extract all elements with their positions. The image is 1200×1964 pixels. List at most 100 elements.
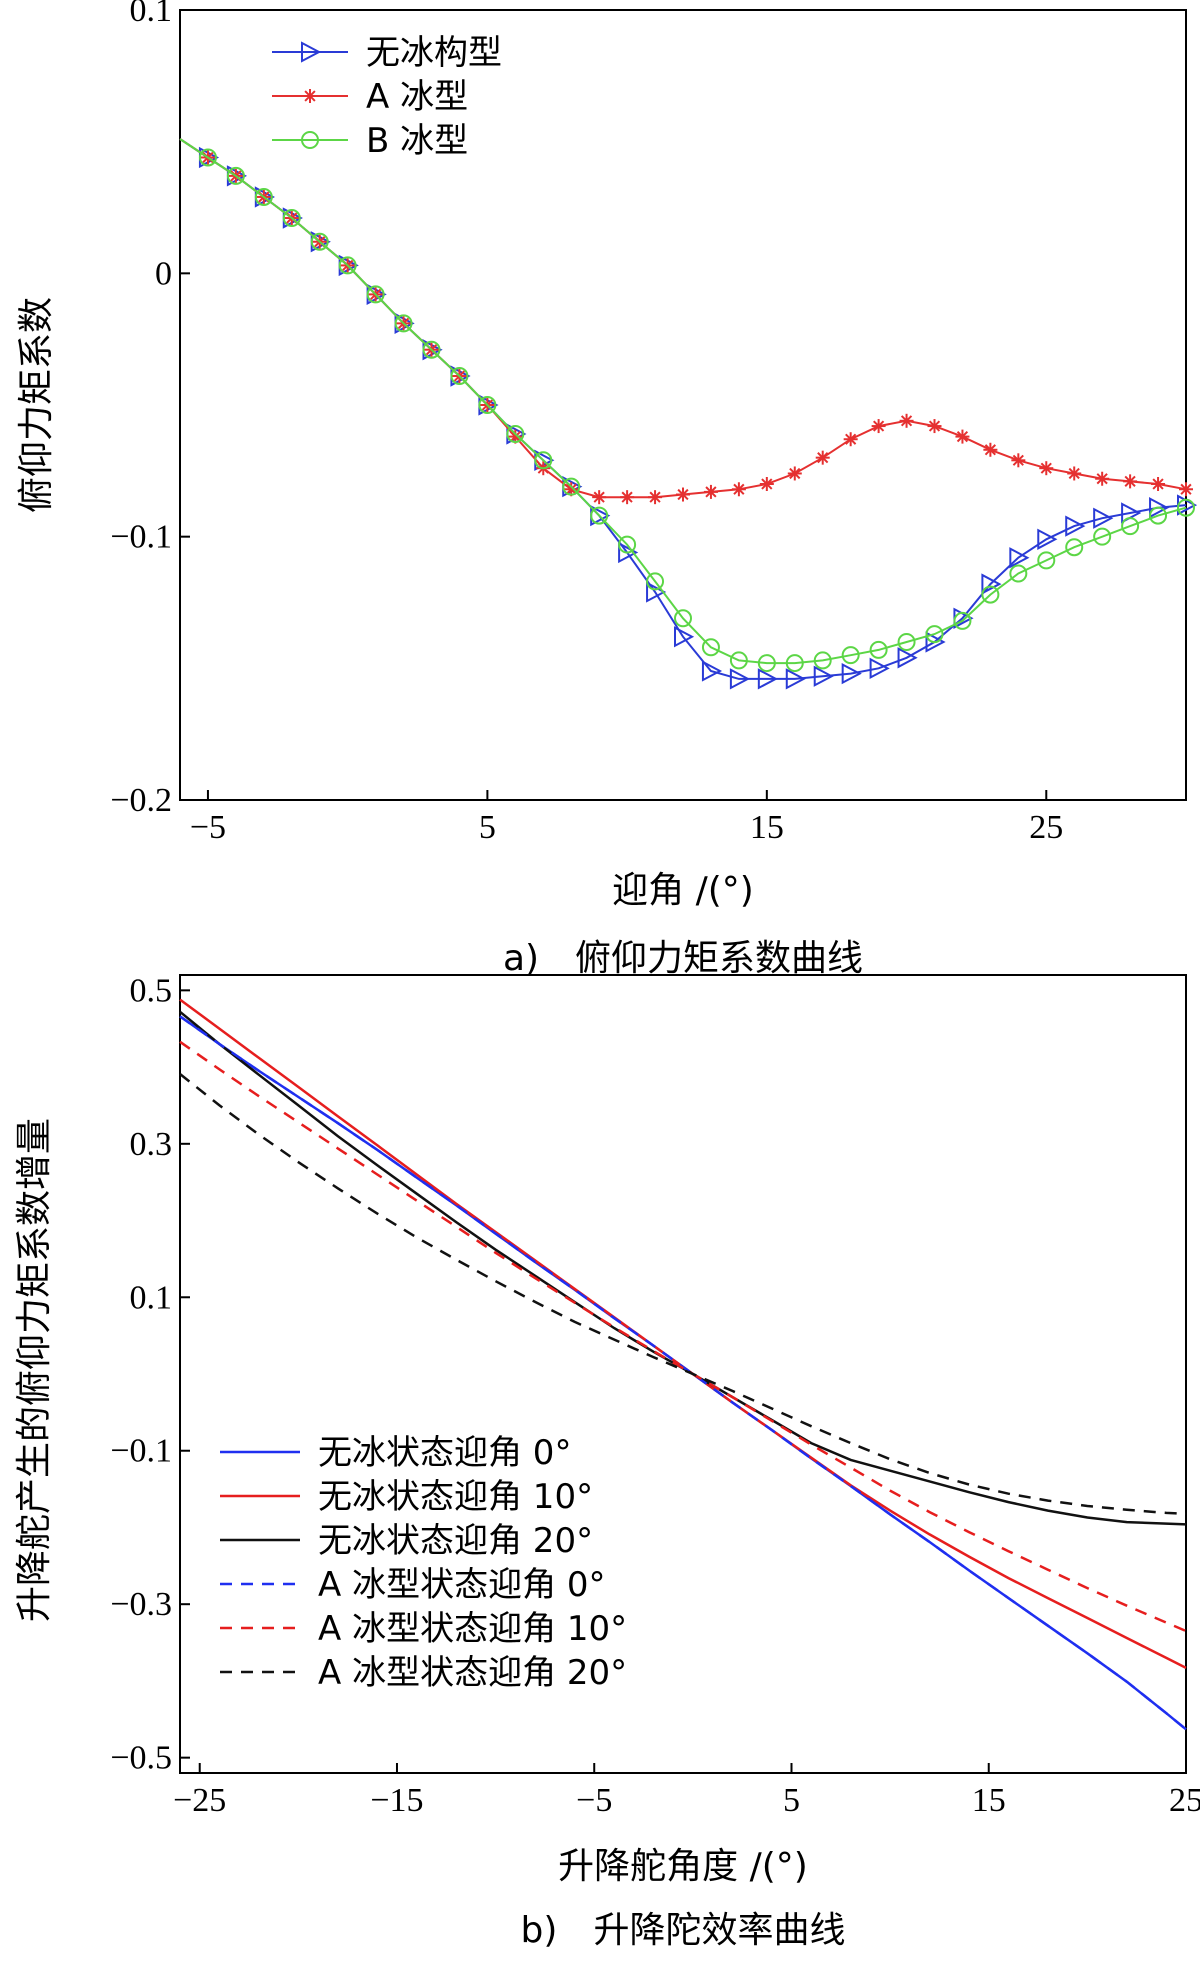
data-point: [953, 611, 972, 630]
data-point: [1009, 547, 1030, 569]
data-point: [394, 314, 413, 333]
data-point: [478, 396, 497, 414]
data-point: [785, 668, 806, 690]
legend-label: A 冰型状态迎角 0°: [318, 1565, 606, 1605]
data-point: [562, 477, 581, 496]
data-point: [1037, 551, 1056, 570]
chart-a-series: [179, 138, 1198, 690]
data-point: [618, 535, 637, 554]
data-point: [759, 477, 774, 491]
data-point: [648, 490, 663, 505]
legend-marker: [301, 131, 319, 149]
legend-marker: [303, 89, 317, 103]
legend-entry: 无冰状态迎角 10°: [220, 1477, 593, 1517]
data-point: [703, 484, 718, 499]
chart-b-plot-area: [179, 974, 1187, 1774]
data-point: [925, 631, 946, 653]
series-2: [179, 138, 1193, 505]
data-point: [592, 490, 607, 505]
legend-label: A 冰型状态迎角 10°: [318, 1609, 627, 1649]
y-tick-label: −0.3: [110, 1586, 172, 1623]
legend-entry: 无冰状态迎角 0°: [220, 1433, 571, 1473]
data-point: [674, 626, 695, 648]
y-tick-label: 0.3: [130, 1126, 173, 1163]
chart-b-xlabel: 升降舵角度 /(°): [558, 1846, 808, 1887]
data-point: [757, 654, 776, 673]
x-tick-label: 15: [972, 1782, 1006, 1819]
x-tick-label: 5: [479, 809, 496, 846]
data-point: [1093, 527, 1112, 546]
data-point: [226, 166, 245, 185]
data-point: [925, 625, 944, 644]
data-point: [646, 572, 665, 591]
chart-a-caption: a) 俯仰力矩系数曲线: [503, 938, 863, 979]
data-point: [534, 451, 553, 470]
chart-b-legend: 无冰状态迎角 0°无冰状态迎角 10°无冰状态迎角 20°A 冰型状态迎角 0°…: [220, 1433, 627, 1693]
legend-entry: A 冰型状态迎角 10°: [220, 1609, 627, 1649]
data-point: [590, 506, 609, 525]
data-point: [729, 668, 751, 690]
data-point: [785, 654, 804, 673]
data-point: [282, 209, 301, 228]
series-6-line: [179, 1073, 1187, 1515]
data-point: [1121, 517, 1140, 536]
data-point: [1123, 474, 1138, 489]
data-point: [787, 466, 802, 481]
series-line: [179, 138, 1187, 665]
y-tick-label: −0.5: [110, 1740, 172, 1777]
data-point: [869, 657, 890, 679]
data-point: [981, 573, 1002, 595]
x-tick-label: 25: [1029, 809, 1063, 846]
data-point: [674, 609, 692, 628]
chart-a-xlabel: 迎角 /(°): [612, 870, 754, 911]
legend-entry: A 冰型状态迎角 0°: [220, 1565, 606, 1605]
legend-label: 无冰状态迎角 20°: [318, 1521, 593, 1561]
data-point: [450, 367, 469, 386]
data-point: [897, 647, 918, 669]
data-point: [871, 419, 886, 434]
data-point: [729, 651, 748, 670]
series-line: [179, 138, 1187, 680]
chart-a-plot-area: [179, 9, 1187, 801]
legend-label: 无冰状态迎角 10°: [318, 1477, 593, 1517]
data-point: [1177, 498, 1195, 517]
legend-marker: [301, 41, 322, 63]
legend-entry: 无冰构型: [272, 33, 502, 73]
x-tick-label: −5: [576, 1782, 612, 1819]
data-point: [815, 450, 830, 465]
data-point: [646, 581, 667, 603]
data-point: [841, 646, 860, 665]
data-point: [1149, 497, 1170, 519]
y-tick-label: 0.1: [130, 0, 173, 29]
chart-b: −25 −15 −5 5 15 25 0.5 0.3 0.1 −0.1 −0.3 −0.5 无冰状态迎…: [14, 972, 1200, 1951]
data-point: [1151, 477, 1166, 491]
legend-label: 无冰状态迎角 0°: [318, 1433, 571, 1473]
data-point: [1065, 515, 1086, 537]
data-point: [254, 187, 273, 206]
x-tick-label: 25: [1169, 1782, 1200, 1819]
chart-b-series: [179, 998, 1187, 1731]
data-point: [731, 482, 746, 497]
legend-label: A 冰型: [366, 77, 468, 117]
data-point: [422, 340, 441, 359]
data-point: [899, 413, 914, 428]
data-point: [981, 585, 1000, 604]
data-point: [618, 541, 639, 564]
data-point: [813, 651, 832, 670]
y-tick-label: −0.2: [110, 782, 172, 819]
data-point: [1067, 466, 1082, 481]
data-point: [897, 633, 916, 651]
y-tick-label: −0.1: [110, 519, 172, 556]
data-point: [757, 668, 778, 690]
data-point: [1039, 461, 1054, 476]
legend-entry: A 冰型状态迎角 20°: [220, 1653, 627, 1693]
data-point: [1179, 482, 1193, 497]
chart-b-caption: b) 升降陀效率曲线: [521, 1910, 846, 1951]
x-tick-label: 15: [750, 809, 784, 846]
x-tick-label: −15: [370, 1782, 423, 1819]
data-point: [1095, 471, 1110, 486]
data-point: [955, 429, 970, 444]
data-point: [843, 432, 858, 447]
